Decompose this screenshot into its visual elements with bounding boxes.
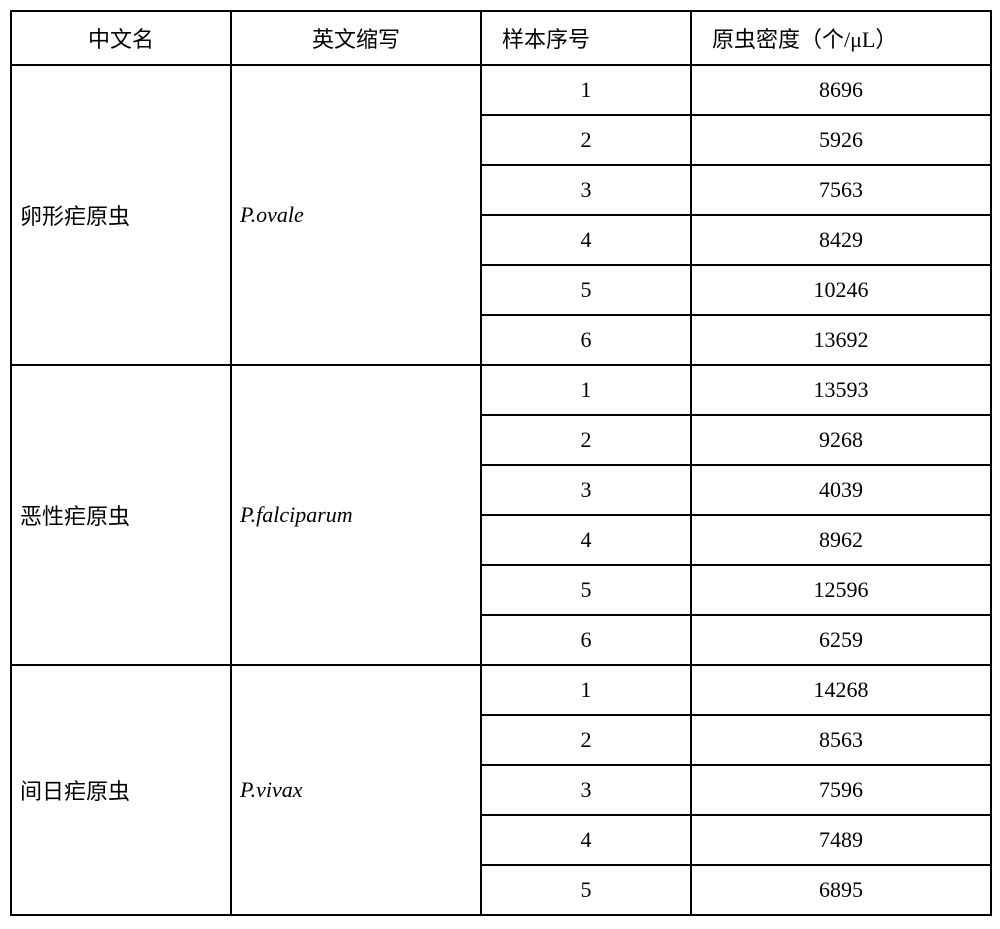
header-cn-name: 中文名 [11, 11, 231, 65]
density-cell: 4039 [691, 465, 991, 515]
density-cell: 12596 [691, 565, 991, 615]
density-cell: 14268 [691, 665, 991, 715]
sample-no-cell: 1 [481, 665, 691, 715]
table-row: 间日疟原虫 P.vivax 1 14268 [11, 665, 991, 715]
sample-no-cell: 4 [481, 215, 691, 265]
sample-no-cell: 2 [481, 115, 691, 165]
density-cell: 8429 [691, 215, 991, 265]
density-cell: 13593 [691, 365, 991, 415]
cn-name-cell: 恶性疟原虫 [11, 365, 231, 665]
cn-name-cell: 间日疟原虫 [11, 665, 231, 915]
sample-no-cell: 3 [481, 165, 691, 215]
cn-name-cell: 卵形疟原虫 [11, 65, 231, 365]
sample-no-cell: 5 [481, 565, 691, 615]
sample-no-cell: 2 [481, 415, 691, 465]
density-cell: 7563 [691, 165, 991, 215]
en-name-cell: P.vivax [231, 665, 481, 915]
sample-no-cell: 4 [481, 515, 691, 565]
sample-no-cell: 4 [481, 815, 691, 865]
en-name-cell: P.ovale [231, 65, 481, 365]
density-cell: 6895 [691, 865, 991, 915]
density-cell: 13692 [691, 315, 991, 365]
sample-no-cell: 2 [481, 715, 691, 765]
sample-no-cell: 5 [481, 265, 691, 315]
sample-no-cell: 6 [481, 615, 691, 665]
table-row: 卵形疟原虫 P.ovale 1 8696 [11, 65, 991, 115]
header-en-abbr: 英文缩写 [231, 11, 481, 65]
sample-no-cell: 3 [481, 765, 691, 815]
table-header-row: 中文名 英文缩写 样本序号 原虫密度（个/μL） [11, 11, 991, 65]
table-row: 恶性疟原虫 P.falciparum 1 13593 [11, 365, 991, 415]
density-cell: 8563 [691, 715, 991, 765]
sample-no-cell: 6 [481, 315, 691, 365]
density-cell: 9268 [691, 415, 991, 465]
header-sample-no: 样本序号 [481, 11, 691, 65]
en-name-cell: P.falciparum [231, 365, 481, 665]
density-cell: 7596 [691, 765, 991, 815]
sample-no-cell: 1 [481, 365, 691, 415]
density-cell: 7489 [691, 815, 991, 865]
density-cell: 6259 [691, 615, 991, 665]
density-cell: 8696 [691, 65, 991, 115]
header-density: 原虫密度（个/μL） [691, 11, 991, 65]
sample-no-cell: 3 [481, 465, 691, 515]
parasite-density-table: 中文名 英文缩写 样本序号 原虫密度（个/μL） 卵形疟原虫 P.ovale 1… [10, 10, 992, 916]
sample-no-cell: 5 [481, 865, 691, 915]
density-cell: 8962 [691, 515, 991, 565]
density-cell: 5926 [691, 115, 991, 165]
sample-no-cell: 1 [481, 65, 691, 115]
density-cell: 10246 [691, 265, 991, 315]
